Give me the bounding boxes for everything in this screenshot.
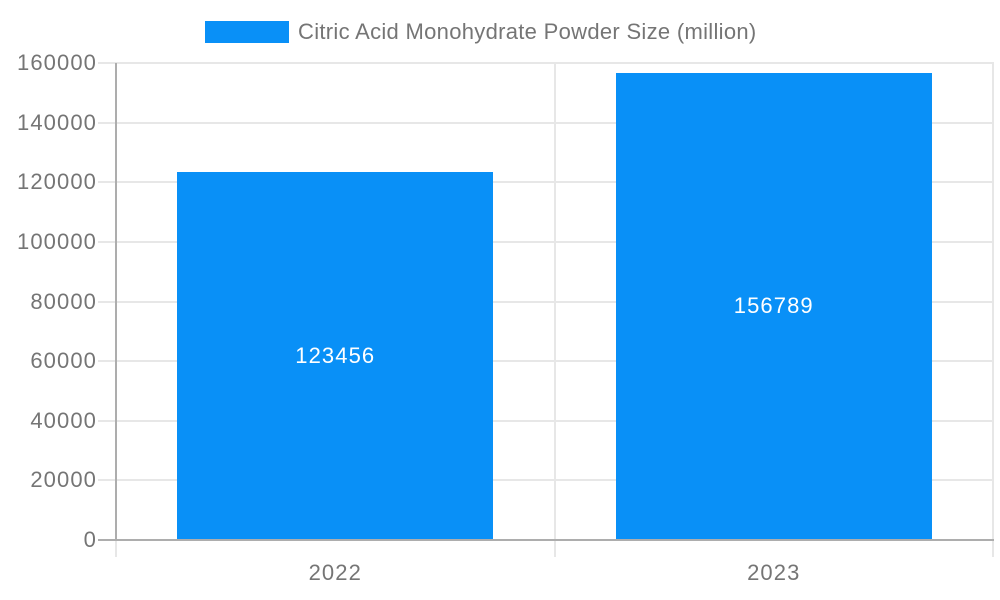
y-grid-line xyxy=(98,360,994,363)
y-grid-line xyxy=(98,240,994,243)
y-grid-line xyxy=(98,181,994,184)
legend-swatch xyxy=(205,21,289,43)
x-category-label: 2023 xyxy=(747,560,801,585)
y-tick-label: 40000 xyxy=(30,407,97,433)
x-axis-line xyxy=(98,539,994,541)
y-tick-label: 100000 xyxy=(16,228,97,254)
y-tick-label: 120000 xyxy=(16,169,97,195)
y-grid-line xyxy=(98,62,994,64)
y-axis-line xyxy=(115,63,117,540)
x-grid-line xyxy=(553,63,556,557)
y-tick-label: 60000 xyxy=(30,348,97,374)
y-tick-label: 160000 xyxy=(16,50,97,75)
y-grid-line xyxy=(98,300,994,303)
y-tick-label: 20000 xyxy=(30,467,97,493)
y-tick-label: 80000 xyxy=(30,288,97,314)
legend: Citric Acid Monohydrate Powder Size (mil… xyxy=(205,17,757,47)
x-category-label: 2022 xyxy=(308,560,362,585)
bar-value-label: 156789 xyxy=(733,293,814,319)
y-grid-line xyxy=(98,479,994,482)
y-tick-label: 0 xyxy=(83,527,97,552)
y-grid-line xyxy=(98,121,994,124)
bar-2022: 123456 xyxy=(177,171,494,540)
bar-2023: 156789 xyxy=(615,72,932,540)
x-grid-line xyxy=(992,63,994,557)
y-tick-label: 140000 xyxy=(16,109,97,135)
bar-value-label: 123456 xyxy=(295,342,376,368)
legend-label: Citric Acid Monohydrate Powder Size (mil… xyxy=(298,19,757,44)
x-tick xyxy=(115,540,117,557)
y-grid-line xyxy=(98,419,994,422)
